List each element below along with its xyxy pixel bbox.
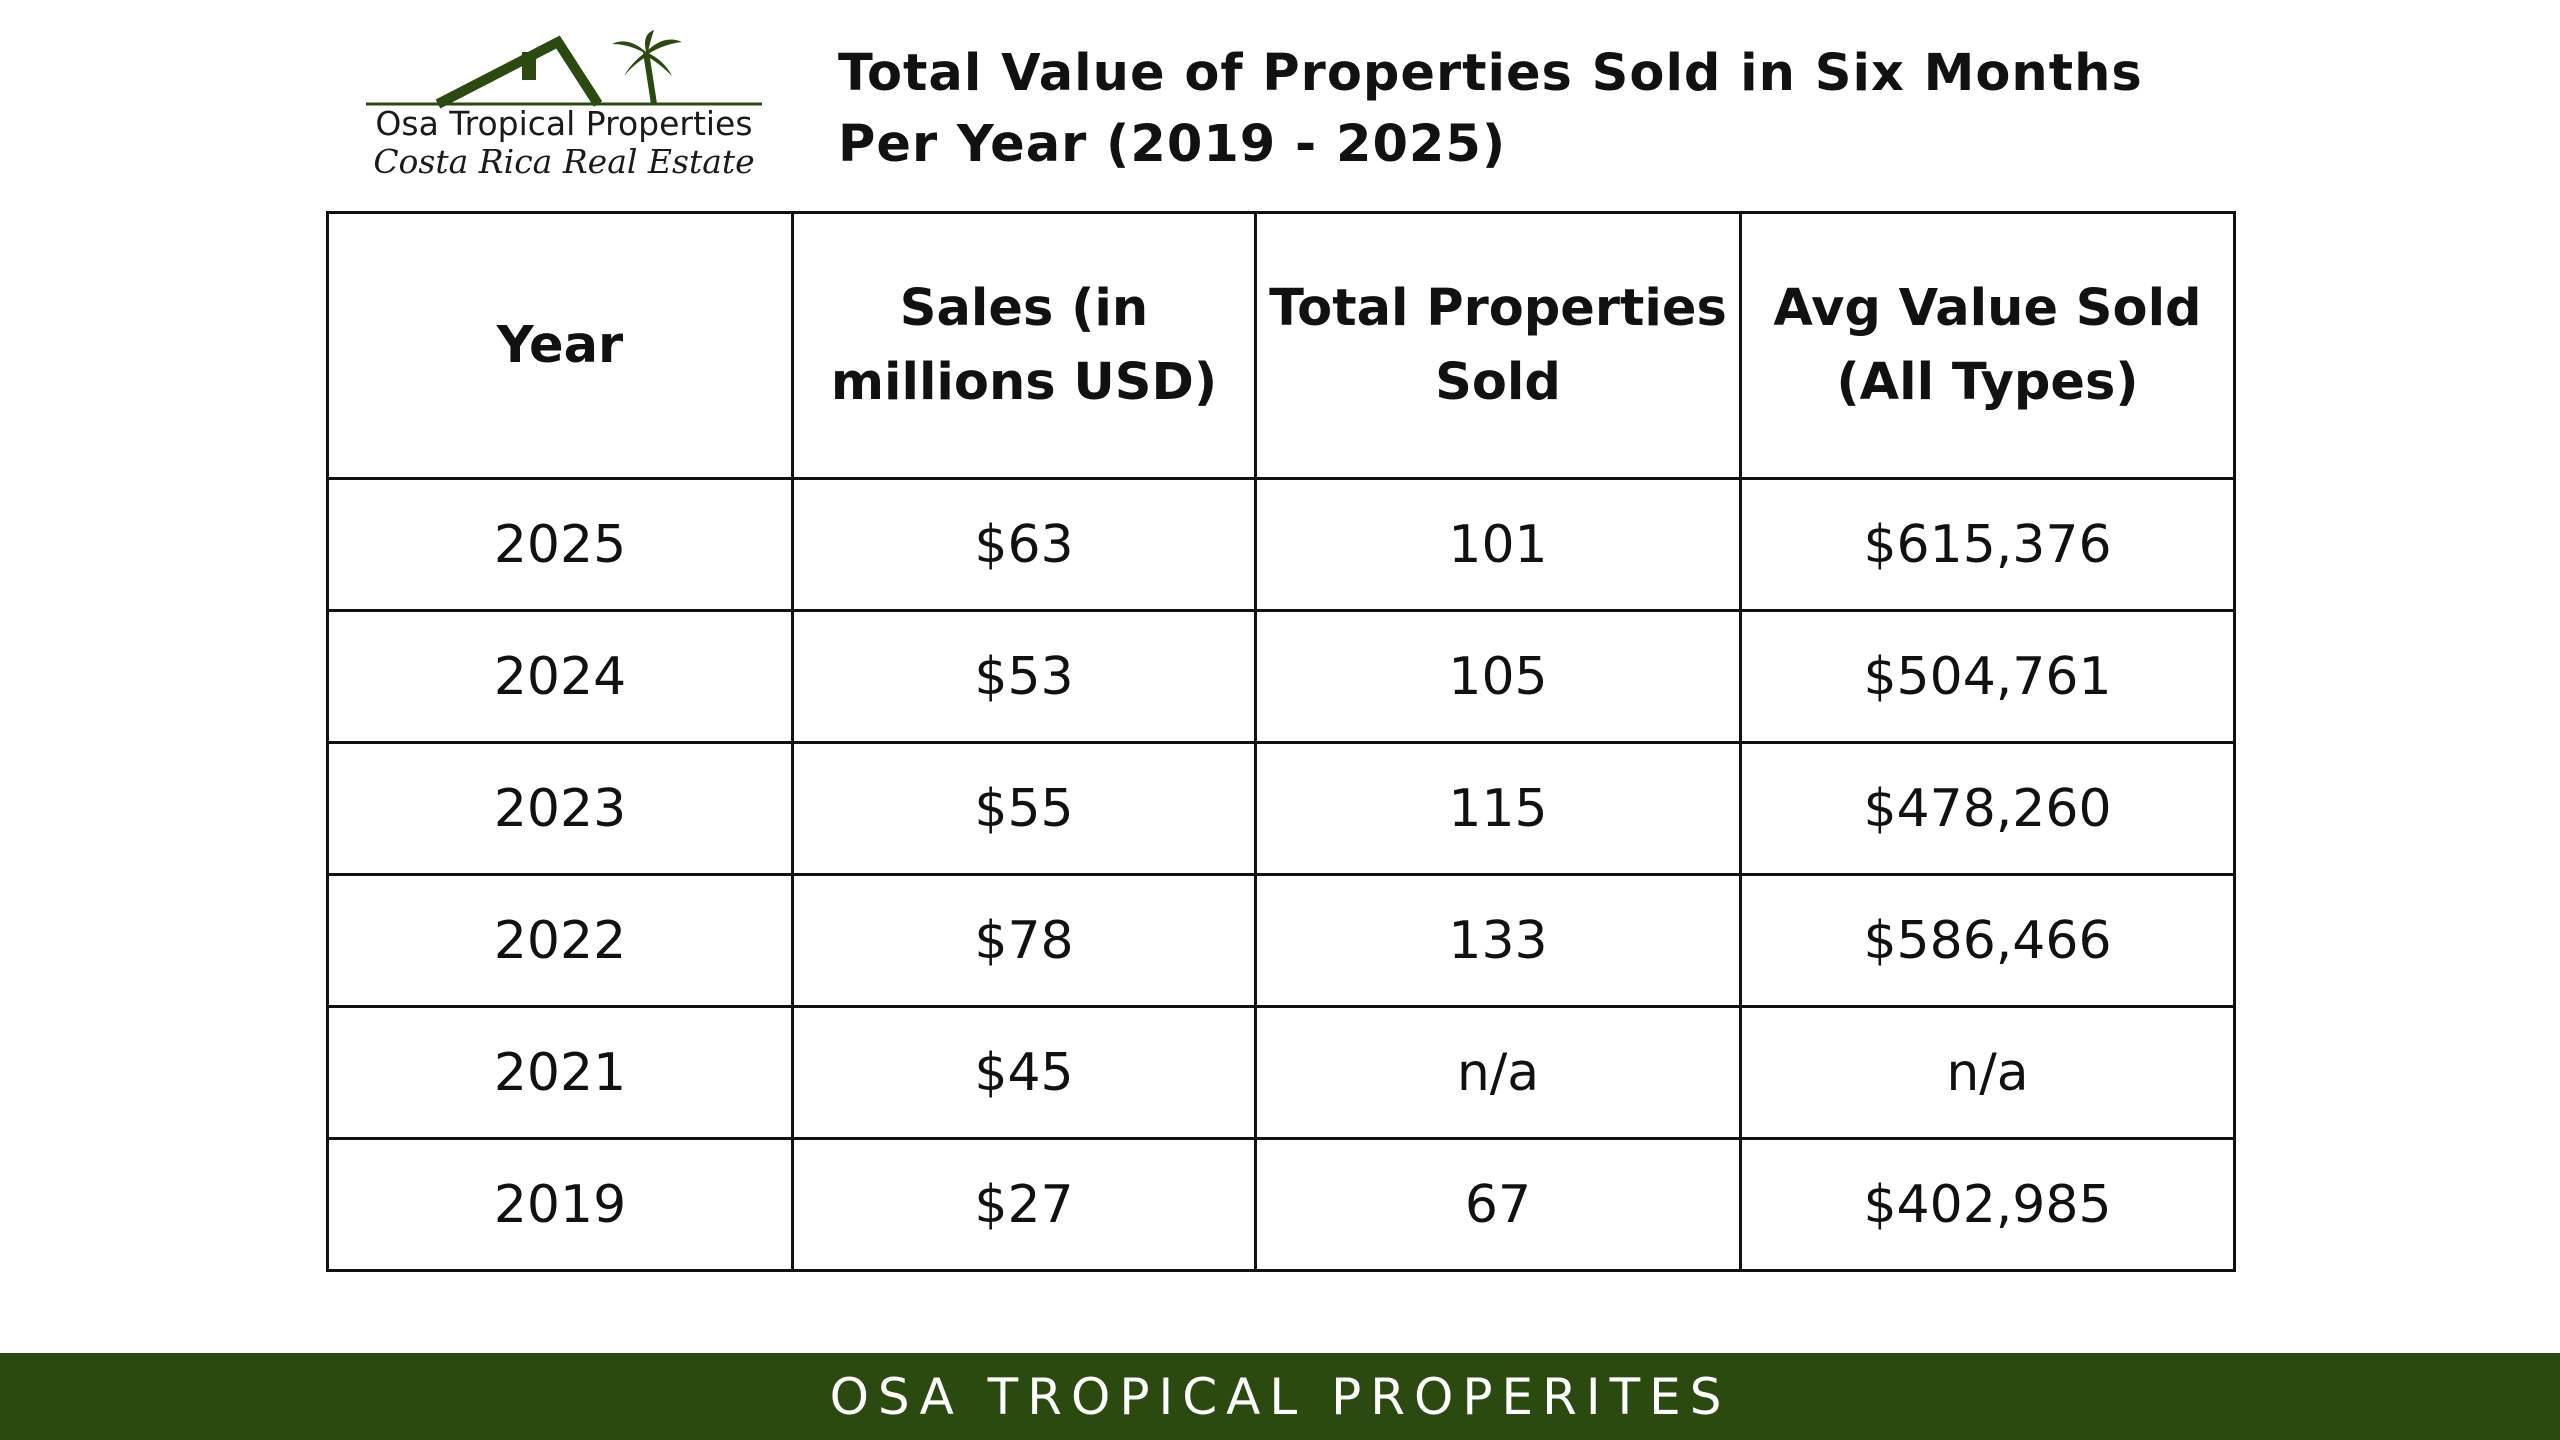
header-avg-value: Avg Value Sold (All Types) — [1739, 211, 2236, 480]
cell-total: 67 — [1254, 1137, 1742, 1272]
table-row: 2023 $55 115 $478,260 — [326, 741, 2236, 876]
cell-sales: $45 — [791, 1005, 1257, 1140]
cell-year: 2022 — [326, 873, 794, 1008]
company-logo: Osa Tropical Properties Costa Rica Real … — [366, 30, 762, 190]
header-year: Year — [326, 211, 794, 480]
table-row: 2025 $63 101 $615,376 — [326, 477, 2236, 612]
logo-company-name: Osa Tropical Properties — [375, 104, 753, 143]
table-row: 2022 $78 133 $586,466 — [326, 873, 2236, 1008]
cell-year: 2021 — [326, 1005, 794, 1140]
footer-text: OSA TROPICAL PROPERITES — [829, 1367, 1731, 1426]
cell-avg: n/a — [1739, 1005, 2236, 1140]
table-row: 2021 $45 n/a n/a — [326, 1005, 2236, 1140]
cell-sales: $63 — [791, 477, 1257, 612]
cell-sales: $27 — [791, 1137, 1257, 1272]
cell-total: 133 — [1254, 873, 1742, 1008]
cell-avg: $402,985 — [1739, 1137, 2236, 1272]
header-total-properties: Total Properties Sold — [1254, 211, 1742, 480]
header-sales: Sales (in millions USD) — [791, 211, 1257, 480]
cell-total: 101 — [1254, 477, 1742, 612]
page-title: Total Value of Properties Sold in Six Mo… — [838, 38, 2338, 180]
page-title-line-1: Total Value of Properties Sold in Six Mo… — [838, 44, 2143, 103]
cell-avg: $586,466 — [1739, 873, 2236, 1008]
table-header-row: Year Sales (in millions USD) Total Prope… — [326, 211, 2236, 480]
table-row: 2019 $27 67 $402,985 — [326, 1137, 2236, 1272]
page-title-line-2: Per Year (2019 - 2025) — [838, 115, 1507, 174]
cell-year: 2019 — [326, 1137, 794, 1272]
cell-year: 2025 — [326, 477, 794, 612]
cell-sales: $78 — [791, 873, 1257, 1008]
cell-total: 115 — [1254, 741, 1742, 876]
cell-total: 105 — [1254, 609, 1742, 744]
sales-table: Year Sales (in millions USD) Total Prope… — [326, 211, 2236, 1272]
cell-sales: $53 — [791, 609, 1257, 744]
logo-tagline: Costa Rica Real Estate — [373, 142, 755, 181]
cell-year: 2023 — [326, 741, 794, 876]
cell-avg: $615,376 — [1739, 477, 2236, 612]
house-palm-logo-icon — [366, 30, 762, 109]
cell-avg: $504,761 — [1739, 609, 2236, 744]
cell-year: 2024 — [326, 609, 794, 744]
footer-banner: OSA TROPICAL PROPERITES — [0, 1353, 2560, 1440]
cell-avg: $478,260 — [1739, 741, 2236, 876]
cell-total: n/a — [1254, 1005, 1742, 1140]
cell-sales: $55 — [791, 741, 1257, 876]
table-row: 2024 $53 105 $504,761 — [326, 609, 2236, 744]
